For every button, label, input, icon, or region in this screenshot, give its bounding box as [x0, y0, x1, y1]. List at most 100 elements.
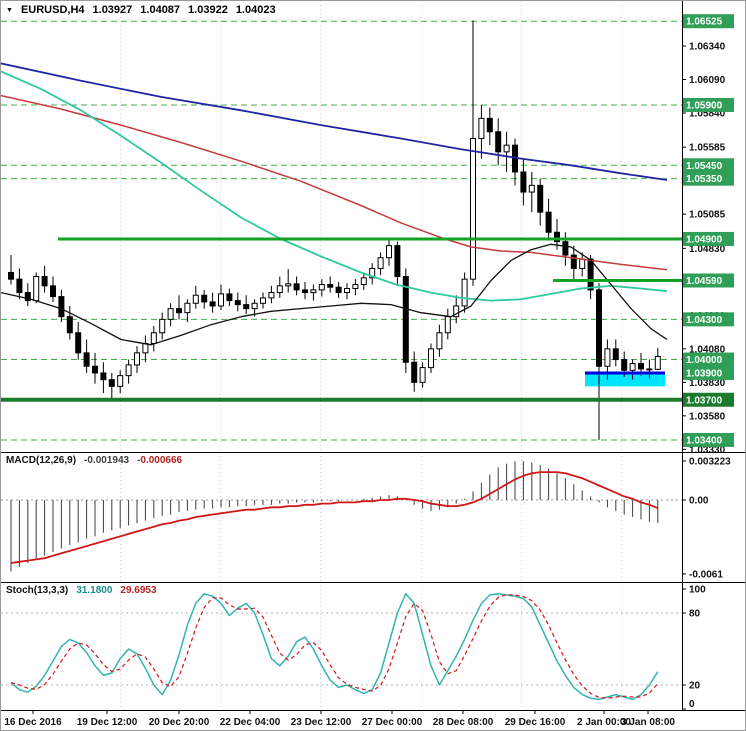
candle: [251, 302, 258, 310]
candle: [470, 137, 476, 280]
candle: [495, 131, 502, 153]
candle: [167, 308, 174, 320]
candle: [587, 258, 594, 291]
candle: [50, 285, 56, 298]
candle: [461, 278, 468, 307]
candle: [159, 318, 166, 334]
candle: [134, 352, 140, 366]
price-level-tag: 1.04590: [686, 276, 723, 287]
price-level-tag: 1.05450: [686, 161, 723, 172]
candle: [41, 275, 48, 287]
stoch-axis-label: 0: [689, 699, 695, 710]
candle: [100, 372, 107, 381]
time-axis-label[interactable]: 29 Dec 16:00: [505, 717, 566, 728]
candle: [226, 293, 233, 302]
candle: [209, 301, 216, 307]
candle: [66, 316, 73, 334]
ma-blue-slow: [1, 62, 668, 181]
stoch-axis-label: 80: [689, 609, 701, 620]
candle: [394, 245, 401, 277]
price-level-tag-box[interactable]: [683, 365, 734, 380]
candle: [92, 365, 98, 374]
time-axis-label[interactable]: 16 Dec 2016: [4, 717, 62, 728]
price-level-tag-box[interactable]: [683, 312, 734, 327]
price-level-tag-box[interactable]: [683, 171, 734, 186]
price-axis-label: 1.05085: [689, 210, 726, 221]
price-level-tag: 1.06525: [686, 17, 723, 28]
price-level-tag: 1.03700: [686, 395, 723, 406]
time-axis-label[interactable]: 20 Dec 20:00: [149, 717, 210, 728]
candle: [428, 348, 434, 369]
candle: [83, 352, 90, 367]
time-axis-label[interactable]: 28 Dec 08:00: [433, 717, 494, 728]
candle: [386, 245, 392, 259]
candle: [117, 375, 124, 387]
candle: [58, 296, 65, 318]
candle: [142, 342, 149, 354]
time-axis-label[interactable]: 27 Dec 00:00: [362, 717, 423, 728]
candle: [108, 379, 115, 387]
candle: [554, 231, 560, 243]
price-level-tag-box[interactable]: [683, 231, 734, 246]
price-level-tag-box[interactable]: [683, 158, 734, 173]
price-axis-label: 1.04080: [689, 344, 726, 355]
price-axis-label: 1.04830: [689, 244, 726, 255]
candle: [402, 275, 409, 363]
candle: [268, 292, 275, 299]
highlight-zone[interactable]: [585, 372, 665, 387]
price-axis-label: 1.05840: [689, 109, 726, 120]
candle: [310, 289, 317, 294]
price-level-tag-box[interactable]: [683, 392, 734, 407]
candle: [520, 171, 527, 193]
candle: [377, 257, 384, 269]
time-axis-label[interactable]: 19 Dec 12:00: [77, 717, 138, 728]
candle: [436, 332, 443, 350]
time-axis-label[interactable]: 23 Dec 12:00: [291, 717, 352, 728]
price-level-tag-box[interactable]: [683, 432, 734, 447]
ma-teal: [1, 70, 668, 302]
candle: [201, 294, 208, 303]
candle: [318, 284, 325, 291]
ma-red-medium: [1, 94, 668, 271]
price-level-tag-box[interactable]: [683, 97, 734, 112]
macd-axis-label: 0.003223: [689, 456, 731, 467]
candle: [360, 277, 367, 286]
candle: [125, 364, 132, 377]
price-axis-label: 1.03330: [689, 445, 726, 456]
time-axis-label[interactable]: 2 Jan 00:00: [577, 717, 631, 728]
candle: [629, 363, 636, 371]
candle: [150, 332, 157, 344]
candle: [444, 316, 451, 334]
macd-axis-label: -0.0061: [689, 569, 723, 580]
candle: [176, 308, 182, 314]
candle: [478, 117, 485, 139]
price-level-tag: 1.04000: [686, 355, 723, 366]
price-level-tag: 1.05900: [686, 100, 723, 111]
time-axis-label[interactable]: 22 Dec 04:00: [220, 717, 281, 728]
stoch-axis-label: 20: [689, 681, 701, 692]
price-level-tag: 1.04900: [686, 234, 723, 245]
candle: [604, 348, 611, 367]
macd-panel[interactable]: [1, 452, 682, 582]
main-chart-panel[interactable]: [1, 1, 682, 452]
candle: [570, 254, 577, 269]
price-level-tag: 1.05350: [686, 174, 723, 185]
candle: [260, 297, 266, 304]
candle: [453, 305, 460, 318]
price-level-tag-box[interactable]: [683, 352, 734, 367]
candle: [184, 302, 191, 314]
price-axis-label: 1.06090: [689, 75, 726, 86]
stoch-main-line: [10, 593, 659, 701]
price-level-tag: 1.03400: [686, 435, 723, 446]
candle: [419, 367, 426, 383]
candle: [369, 267, 376, 279]
price-level-tag-box[interactable]: [683, 273, 734, 288]
stoch-panel[interactable]: [1, 582, 682, 710]
price-level-tag: 1.04300: [686, 315, 723, 326]
time-axis-label[interactable]: 3 Jan 08:00: [621, 717, 675, 728]
price-axis-label: 1.05585: [689, 143, 726, 154]
price-level-tag-box[interactable]: [683, 14, 734, 29]
candle: [344, 288, 350, 294]
candle: [352, 284, 359, 290]
